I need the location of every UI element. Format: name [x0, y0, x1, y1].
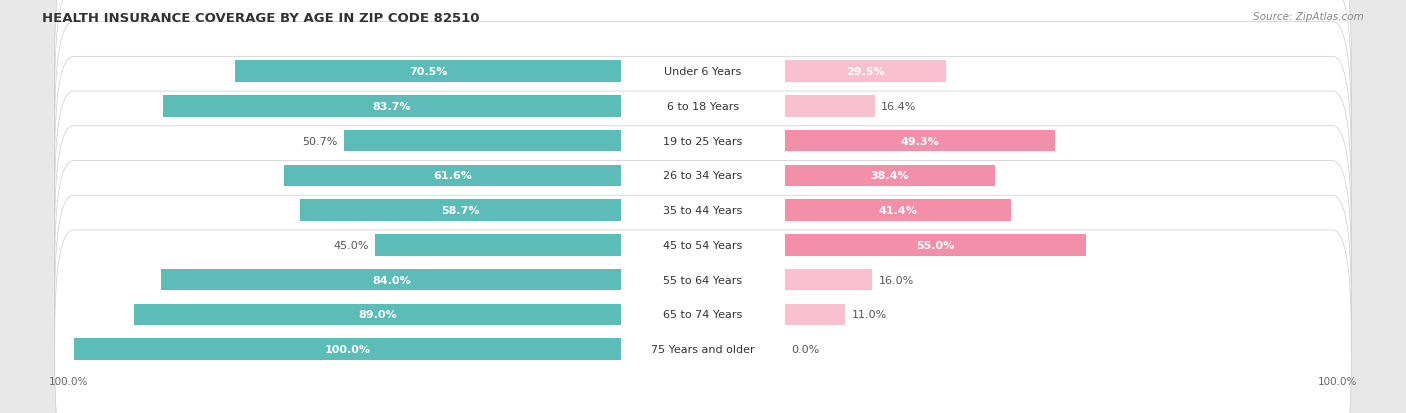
Text: 65 to 74 Years: 65 to 74 Years	[664, 310, 742, 320]
Text: 11.0%: 11.0%	[852, 310, 887, 320]
Text: 100.0%: 100.0%	[325, 344, 370, 354]
Text: 75 Years and older: 75 Years and older	[651, 344, 755, 354]
Text: 0.0%: 0.0%	[792, 344, 820, 354]
Bar	[162, 269, 621, 291]
FancyBboxPatch shape	[55, 0, 1351, 225]
Text: 58.7%: 58.7%	[441, 206, 479, 216]
Bar	[785, 200, 1011, 221]
Bar	[785, 165, 995, 187]
Bar	[299, 200, 621, 221]
Bar	[343, 131, 621, 152]
Text: 55.0%: 55.0%	[917, 240, 955, 250]
Text: 89.0%: 89.0%	[359, 310, 396, 320]
Text: 16.0%: 16.0%	[879, 275, 914, 285]
Bar	[163, 96, 621, 117]
Text: Under 6 Years: Under 6 Years	[665, 67, 741, 77]
Text: 55 to 64 Years: 55 to 64 Years	[664, 275, 742, 285]
FancyBboxPatch shape	[55, 230, 1351, 413]
Text: 19 to 25 Years: 19 to 25 Years	[664, 136, 742, 146]
Text: 29.5%: 29.5%	[846, 67, 884, 77]
Bar	[785, 62, 946, 83]
Text: 83.7%: 83.7%	[373, 102, 412, 112]
Bar	[134, 304, 621, 325]
Text: 6 to 18 Years: 6 to 18 Years	[666, 102, 740, 112]
FancyBboxPatch shape	[55, 92, 1351, 330]
Text: 49.3%: 49.3%	[900, 136, 939, 146]
Text: HEALTH INSURANCE COVERAGE BY AGE IN ZIP CODE 82510: HEALTH INSURANCE COVERAGE BY AGE IN ZIP …	[42, 12, 479, 25]
Text: 45 to 54 Years: 45 to 54 Years	[664, 240, 742, 250]
Text: 70.5%: 70.5%	[409, 67, 447, 77]
Bar	[73, 338, 621, 360]
Text: 50.7%: 50.7%	[302, 136, 337, 146]
Bar	[785, 304, 845, 325]
Bar	[785, 131, 1054, 152]
FancyBboxPatch shape	[55, 196, 1351, 413]
Text: 16.4%: 16.4%	[882, 102, 917, 112]
Bar	[785, 235, 1085, 256]
Bar	[785, 269, 872, 291]
Text: 41.4%: 41.4%	[879, 206, 918, 216]
Text: Source: ZipAtlas.com: Source: ZipAtlas.com	[1253, 12, 1364, 22]
FancyBboxPatch shape	[55, 126, 1351, 364]
FancyBboxPatch shape	[55, 23, 1351, 260]
FancyBboxPatch shape	[55, 57, 1351, 295]
Text: 38.4%: 38.4%	[870, 171, 910, 181]
Text: 100.0%: 100.0%	[48, 376, 87, 386]
Bar	[785, 96, 875, 117]
Text: 61.6%: 61.6%	[433, 171, 472, 181]
Text: 100.0%: 100.0%	[1319, 376, 1358, 386]
Text: 35 to 44 Years: 35 to 44 Years	[664, 206, 742, 216]
FancyBboxPatch shape	[55, 161, 1351, 399]
Bar	[284, 165, 621, 187]
Bar	[375, 235, 621, 256]
Bar	[235, 62, 621, 83]
FancyBboxPatch shape	[55, 0, 1351, 191]
Text: 84.0%: 84.0%	[373, 275, 411, 285]
Text: 45.0%: 45.0%	[333, 240, 368, 250]
Text: 26 to 34 Years: 26 to 34 Years	[664, 171, 742, 181]
